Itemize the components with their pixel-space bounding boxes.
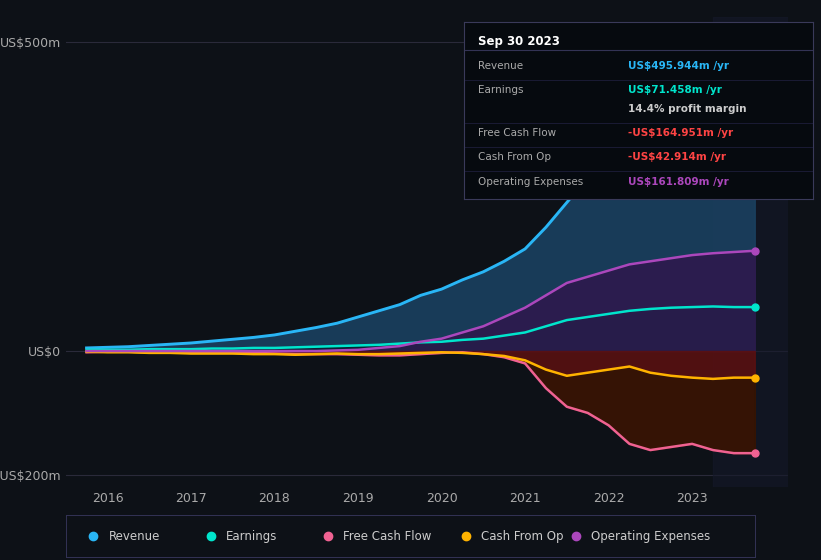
Text: -US$42.914m /yr: -US$42.914m /yr	[628, 152, 726, 162]
Text: Revenue: Revenue	[108, 530, 160, 543]
Text: US$161.809m /yr: US$161.809m /yr	[628, 177, 728, 186]
Text: Free Cash Flow: Free Cash Flow	[478, 128, 556, 138]
Text: Revenue: Revenue	[478, 61, 523, 71]
Text: Free Cash Flow: Free Cash Flow	[343, 530, 431, 543]
Text: Sep 30 2023: Sep 30 2023	[478, 35, 560, 48]
Text: Operating Expenses: Operating Expenses	[478, 177, 583, 186]
Text: US$71.458m /yr: US$71.458m /yr	[628, 85, 722, 95]
Text: Earnings: Earnings	[478, 85, 523, 95]
Text: Cash From Op: Cash From Op	[478, 152, 551, 162]
Text: 14.4% profit margin: 14.4% profit margin	[628, 104, 746, 114]
Bar	[713, 17, 788, 487]
Text: Cash From Op: Cash From Op	[481, 530, 563, 543]
Text: Earnings: Earnings	[226, 530, 277, 543]
Text: -US$164.951m /yr: -US$164.951m /yr	[628, 128, 733, 138]
Text: Operating Expenses: Operating Expenses	[591, 530, 710, 543]
Text: US$495.944m /yr: US$495.944m /yr	[628, 61, 729, 71]
